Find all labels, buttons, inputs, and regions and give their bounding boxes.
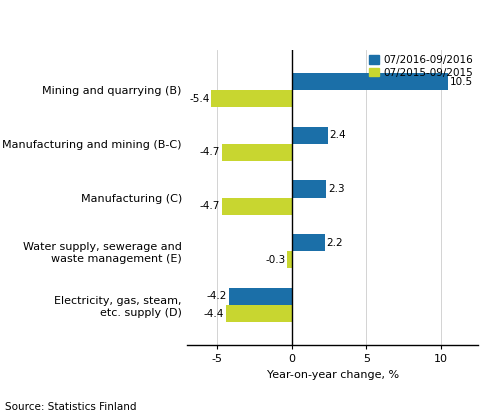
Bar — [287, 251, 292, 268]
X-axis label: Year-on-year change, %: Year-on-year change, % — [267, 370, 399, 380]
Bar — [292, 234, 324, 251]
Bar — [222, 198, 292, 215]
Text: 2.3: 2.3 — [328, 184, 345, 194]
Text: -4.7: -4.7 — [200, 201, 220, 211]
Text: -4.4: -4.4 — [204, 309, 224, 319]
Bar — [229, 288, 292, 305]
Text: -4.7: -4.7 — [200, 148, 220, 158]
Bar — [226, 305, 292, 322]
Text: Source: Statistics Finland: Source: Statistics Finland — [5, 402, 137, 412]
Bar — [292, 73, 448, 90]
Text: -5.4: -5.4 — [189, 94, 210, 104]
Bar — [211, 90, 292, 107]
Text: -4.2: -4.2 — [207, 292, 227, 302]
Text: 2.4: 2.4 — [329, 130, 346, 140]
Bar — [292, 181, 326, 198]
Bar — [222, 144, 292, 161]
Legend: 07/2016-09/2016, 07/2015-09/2015: 07/2016-09/2016, 07/2015-09/2015 — [369, 55, 473, 78]
Text: 10.5: 10.5 — [450, 77, 473, 87]
Bar — [292, 127, 327, 144]
Text: 2.2: 2.2 — [326, 238, 343, 248]
Text: -0.3: -0.3 — [265, 255, 285, 265]
